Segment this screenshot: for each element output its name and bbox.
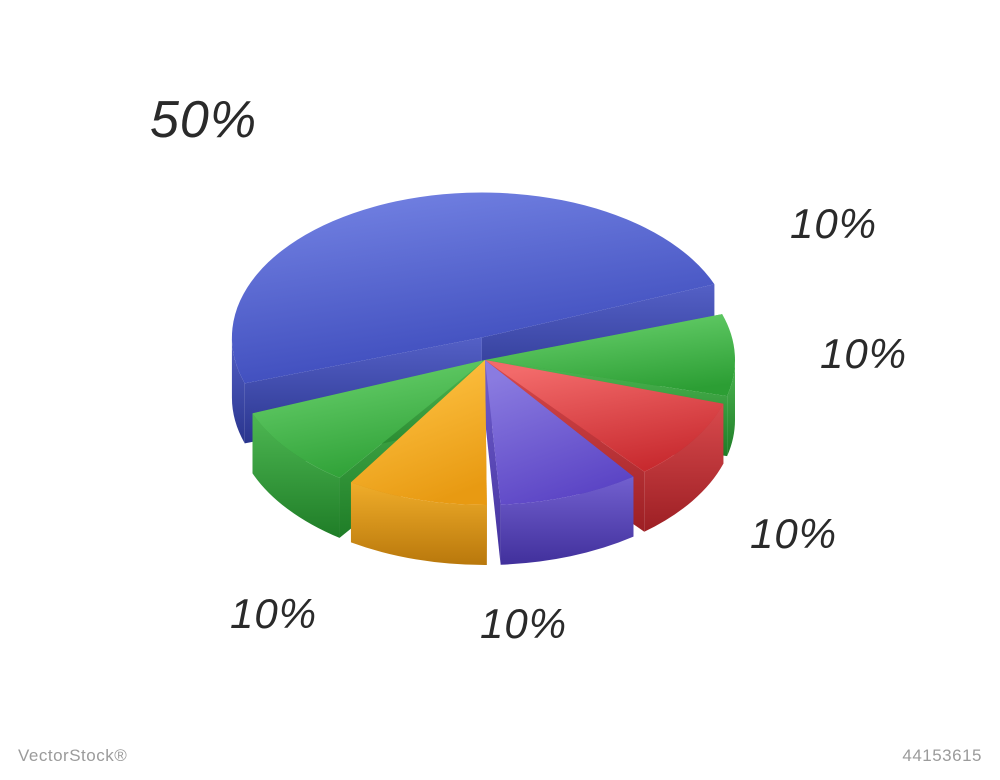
image-id-text: 44153615 (902, 746, 982, 766)
pie-slice-label: 50% (150, 90, 257, 150)
pie-slice-label: 10% (480, 600, 567, 648)
pie-slice-label: 10% (790, 200, 877, 248)
pie-slice-label: 10% (230, 590, 317, 638)
pie-slice-label: 10% (750, 510, 837, 558)
watermark-text: VectorStock® (18, 746, 127, 766)
pie-slice-label: 10% (820, 330, 907, 378)
pie-chart-3d: { "chart": { "type": "pie-3d-isometric",… (0, 0, 1000, 780)
